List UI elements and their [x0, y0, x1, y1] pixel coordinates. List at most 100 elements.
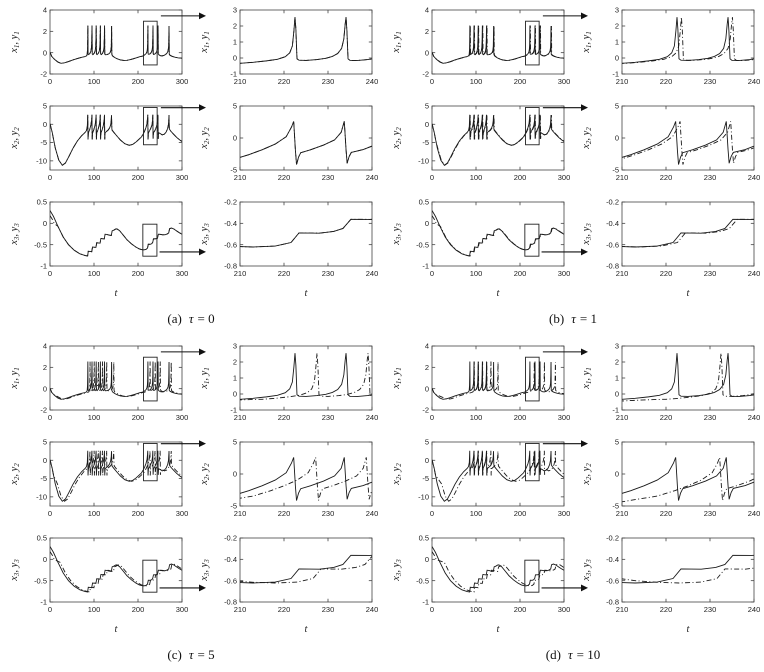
x-tick-label: 100: [88, 173, 101, 182]
y-tick-label: 2: [233, 358, 237, 367]
y-tick-label: -0.5: [34, 240, 47, 249]
x-tick-label: 240: [366, 173, 379, 182]
response-curve-dashdot: [240, 121, 372, 165]
x-tick-label: 200: [132, 269, 145, 278]
x-tick-label: 300: [176, 605, 189, 614]
x-tick-label: 230: [704, 173, 717, 182]
response-curve-dashdot: [622, 567, 754, 584]
x-tick-label: 100: [470, 509, 483, 518]
x-tick-label: 210: [616, 509, 629, 518]
caption-c: (c) τ = 5: [0, 647, 382, 663]
x-tick-label: 240: [366, 509, 379, 518]
plot-a-row2-zoom: 210 220 230 240 -5 0 5 x2, y2: [199, 102, 379, 182]
y-axis-label: x1, y1: [391, 367, 403, 390]
axes-frame: [49, 9, 183, 75]
y-tick-label: -0.8: [224, 598, 237, 607]
tau-value: = 0: [197, 311, 215, 326]
x-tick-label: 240: [748, 77, 761, 86]
y-tick-label: 0: [43, 384, 47, 393]
plot-c-row3-zoom: 210 220 230 240 -0.8 -0.6 -0.4 -0.2 x3, y3 t: [199, 534, 378, 635]
plot-a-row3-full: 0 100 200 300 -1 -0.5 0 0.5 x3, y3 t: [9, 198, 188, 299]
x-tick-label: 100: [88, 509, 101, 518]
x-tick-label: 200: [132, 77, 145, 86]
x-axis-label: t: [305, 624, 309, 635]
axes-frame: [49, 345, 183, 411]
x-tick-label: 200: [514, 509, 527, 518]
x-tick-label: 230: [704, 605, 717, 614]
drive-curve-solid: [240, 457, 372, 501]
panel-tau-0: 0 100 200 300 -2 0 2 4 x1, y1 210 220 230 240 -1 0 1 2 3 x…: [0, 0, 382, 336]
axes-frame: [621, 105, 755, 171]
x-tick-label: 210: [234, 173, 247, 182]
y-tick-label: -5: [422, 474, 429, 483]
y-tick-label: -0.2: [224, 534, 237, 543]
drive-curve-solid: [622, 121, 754, 165]
zoom-region-box: [525, 356, 540, 402]
y-tick-label: 4: [43, 342, 47, 351]
plot-b-row1-zoom: 210 220 230 240 -1 0 1 2 3 x1, y1: [581, 6, 761, 86]
response-curve-dashdot: [622, 218, 754, 248]
y-tick-label: 0: [43, 555, 47, 564]
y-tick-label: -5: [230, 166, 237, 175]
y-tick-label: 2: [233, 22, 237, 31]
drive-curve-solid: [432, 210, 564, 257]
caption-b-label: (b): [549, 311, 565, 326]
tau-value: = 10: [576, 647, 601, 662]
axes-frame: [49, 105, 183, 171]
x-tick-label: 100: [470, 269, 483, 278]
x-tick-label: 100: [88, 77, 101, 86]
y-tick-label: -0.2: [224, 198, 237, 207]
response-curve-dashdot: [432, 450, 564, 502]
response-curve-dashdot: [240, 218, 372, 248]
axes-frame: [239, 201, 373, 267]
y-tick-label: -2: [40, 70, 47, 79]
y-tick-label: -0.6: [224, 240, 237, 249]
x-tick-label: 300: [176, 509, 189, 518]
y-axis-label: x2, y2: [581, 127, 593, 150]
drive-curve-solid: [240, 218, 372, 248]
y-tick-label: -1: [40, 262, 47, 271]
plot-c-row3-full: 0 100 200 300 -1 -0.5 0 0.5 x3, y3 t: [9, 534, 189, 635]
x-tick-label: 230: [322, 173, 335, 182]
drive-curve-solid: [240, 353, 372, 400]
y-axis-label: x2, y2: [9, 127, 21, 150]
x-tick-label: 300: [558, 269, 571, 278]
zoom-region-box: [524, 223, 540, 257]
x-tick-label: 300: [176, 173, 189, 182]
drive-curve-solid: [50, 361, 182, 400]
plot-d-row2-zoom: 210 220 230 240 -5 0 5 x2, y2: [581, 438, 760, 518]
x-tick-label: 240: [748, 413, 761, 422]
x-tick-label: 200: [514, 413, 527, 422]
x-axis-label: t: [115, 624, 119, 635]
y-axis-label: x1, y1: [199, 31, 211, 54]
caption-a-label: (a): [167, 311, 182, 326]
tau-value: = 5: [197, 647, 215, 662]
drive-curve-solid: [622, 218, 754, 248]
y-tick-label: 0: [425, 384, 429, 393]
plot-d-row2-full: 0 100 200 300 -10 -5 0 5 x2, y2: [391, 438, 570, 518]
x-tick-label: 300: [176, 413, 189, 422]
x-tick-label: 0: [430, 509, 434, 518]
response-curve-dashdot: [50, 114, 182, 166]
y-axis-label: x3, y3: [581, 223, 593, 246]
panel-d-charts: 0 100 200 300 -2 0 2 4 x1, y1 210 220 230 240 -1 0 1 2 3 x…: [382, 336, 764, 648]
y-axis-label: x3, y3: [581, 559, 593, 582]
y-axis-label: x3, y3: [391, 223, 403, 246]
drive-curve-solid: [50, 210, 182, 257]
axes-frame: [239, 537, 373, 603]
y-tick-label: -5: [40, 138, 47, 147]
panel-a-charts: 0 100 200 300 -2 0 2 4 x1, y1 210 220 230 240 -1 0 1 2 3 x…: [0, 0, 382, 312]
drive-curve-solid: [240, 554, 372, 584]
x-tick-label: 210: [234, 605, 247, 614]
plot-b-row3-full: 0 100 200 300 -1 -0.5 0 0.5 x3, y3 t: [391, 198, 571, 299]
y-tick-label: -10: [418, 492, 429, 501]
y-tick-label: -5: [612, 166, 619, 175]
y-tick-label: -0.4: [224, 555, 237, 564]
x-tick-label: 0: [430, 605, 434, 614]
y-tick-label: 1: [233, 374, 237, 383]
x-tick-label: 220: [278, 509, 291, 518]
y-tick-label: -1: [612, 406, 619, 415]
drive-curve-solid: [432, 546, 564, 593]
response-curve-dashdot: [622, 457, 754, 503]
